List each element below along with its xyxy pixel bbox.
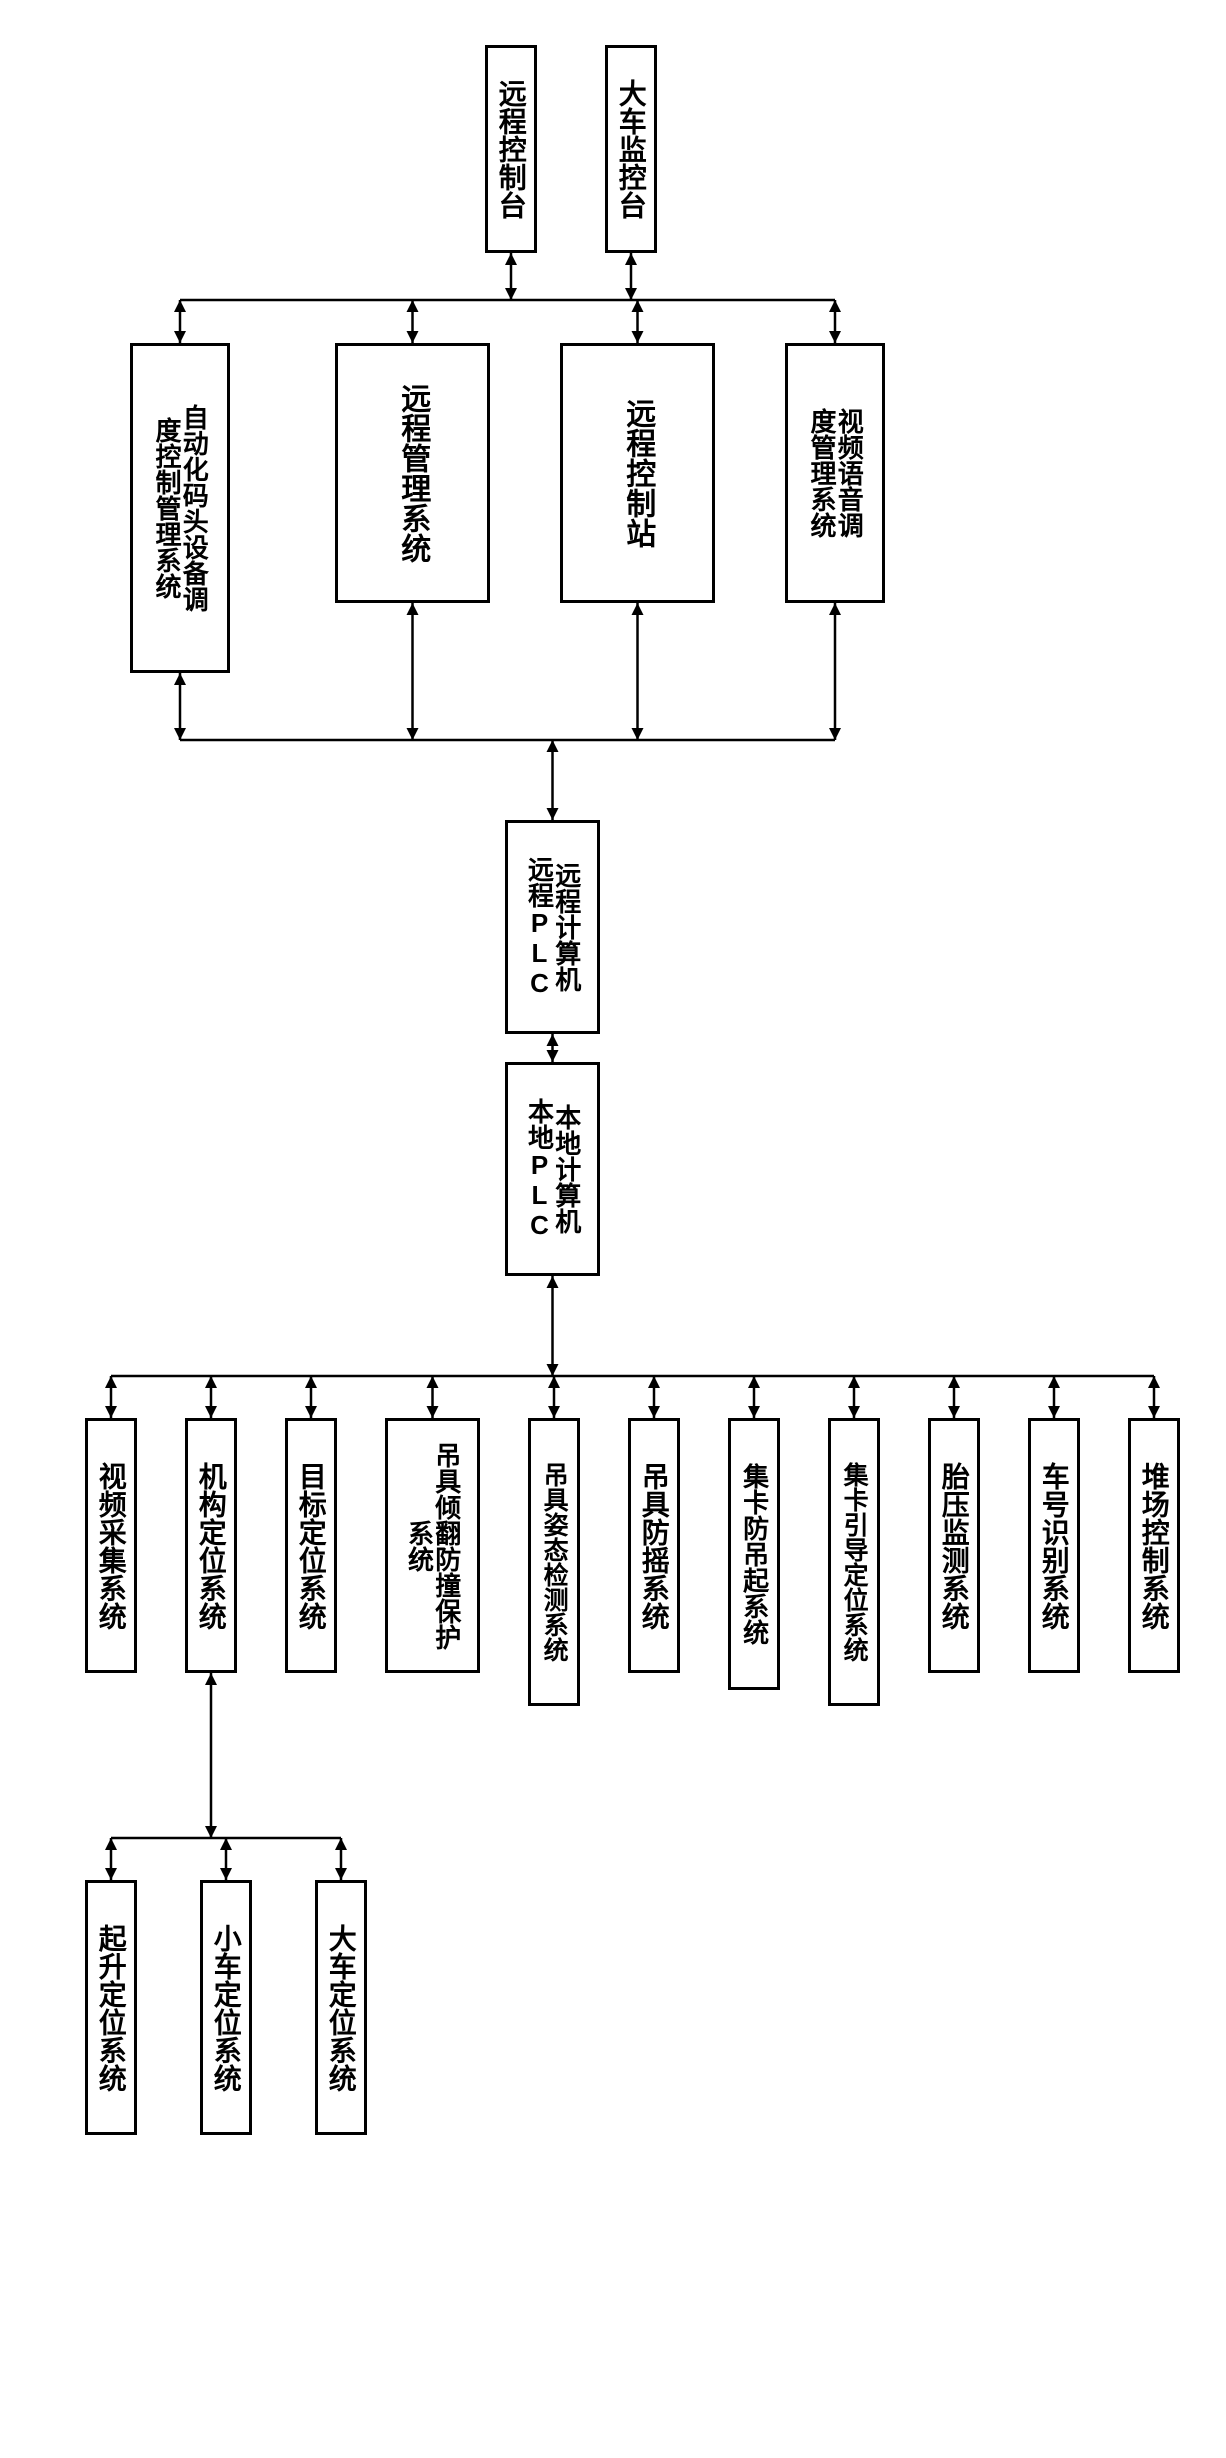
auto_sched-box: 自动化码头设备调度控制管理系统 (130, 343, 230, 673)
truck_guide-box: 集卡引导定位系统 (828, 1418, 880, 1706)
local_plc-box: 本地计算机本地PLC (505, 1062, 600, 1276)
dock_ctrl-box: 堆场控制系统 (1128, 1418, 1180, 1673)
gantry_console-box: 大车监控台 (605, 45, 657, 253)
remote_plc-box: 远程计算机远程PLC (505, 820, 600, 1034)
remote_ctrl_stn-box: 远程控制站 (560, 343, 715, 603)
spreader_tilt-box: 吊具倾翻防撞保护系统 (385, 1418, 480, 1673)
gantry_pos-box: 大车定位系统 (315, 1880, 367, 2135)
spreader_pose-box: 吊具姿态检测系统 (528, 1418, 580, 1706)
target_pos-box: 目标定位系统 (285, 1418, 337, 1673)
mech_pos-box: 机构定位系统 (185, 1418, 237, 1673)
spreader_sway-box: 吊具防摇系统 (628, 1418, 680, 1673)
video_cap-box: 视频采集系统 (85, 1418, 137, 1673)
plate_recog-box: 车号识别系统 (1028, 1418, 1080, 1673)
remote_mgmt-box: 远程管理系统 (335, 343, 490, 603)
truck_lift-box: 集卡防吊起系统 (728, 1418, 780, 1690)
trolley_pos-box: 小车定位系统 (200, 1880, 252, 2135)
remote_console-box: 远程控制台 (485, 45, 537, 253)
flowchart-canvas: 远程控制台 大车监控台自动化码头设备调度控制管理系统 远程管理系统远程控制站视频语音… (0, 0, 1226, 2418)
video_voice-box: 视频语音调度管理系统 (785, 343, 885, 603)
tire_press-box: 胎压监测系统 (928, 1418, 980, 1673)
hoist_pos-box: 起升定位系统 (85, 1880, 137, 2135)
